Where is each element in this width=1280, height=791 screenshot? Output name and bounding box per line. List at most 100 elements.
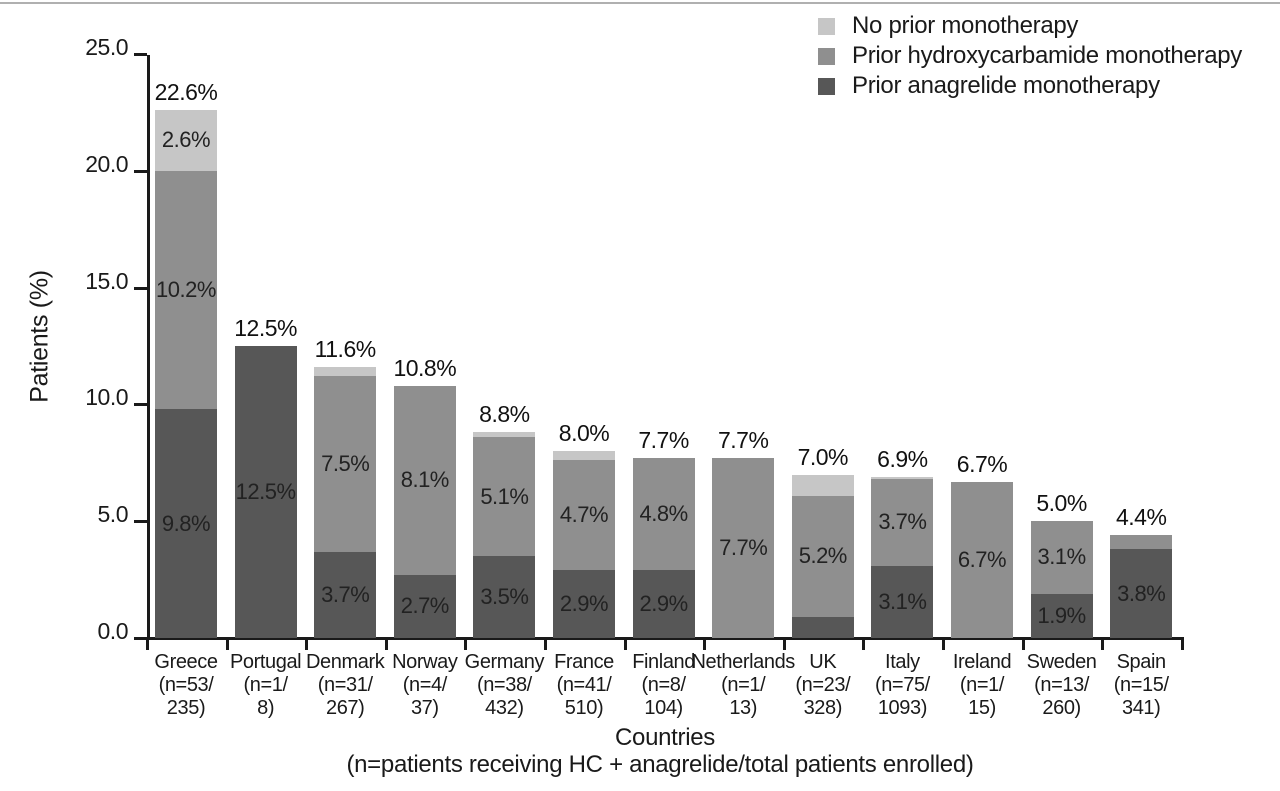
country-tick-line: (n=8/: [641, 674, 687, 696]
segment-label: 2.9%: [559, 591, 609, 617]
bar-segment-anagrelide: 3.7%: [314, 551, 377, 638]
segment-label: 4.7%: [559, 502, 609, 528]
country-tick-line: Netherlands: [691, 651, 795, 673]
x-tick-mark: [782, 640, 786, 650]
y-tick-mark: [134, 520, 147, 524]
y-tick-label: 15.0: [85, 267, 128, 294]
bar-segment-anagrelide: 9.8%: [155, 409, 217, 638]
country-tick-line: 267): [325, 697, 365, 719]
country-tick-line: Germany: [464, 651, 545, 673]
country-tick-line: (n=31/: [317, 674, 373, 696]
country-tick-label-ireland: Ireland (n=1/15): [912, 651, 1052, 720]
bar-segment-hydroxycarbamide: 8.1%: [393, 385, 456, 575]
country-tick-line: (n=13/: [1034, 674, 1090, 696]
legend-item-no-prior: No prior monotherapy: [818, 12, 1242, 39]
y-tick-mark: [134, 286, 147, 290]
bar-ireland: 6.7% 6.7%: [951, 451, 1013, 638]
segment-label: 1.9%: [1037, 602, 1087, 628]
y-axis-line: [147, 55, 150, 640]
bar-segment-anagrelide: [791, 616, 854, 638]
country-tick-line: 510): [564, 697, 604, 719]
bar-segment-anagrelide: 3.1%: [871, 565, 934, 638]
bar-denmark: 7.5% 3.7% 11.6%: [314, 336, 377, 638]
segment-label: 5.2%: [798, 543, 848, 569]
bar-total-label: 7.0%: [797, 443, 849, 470]
bar-segment-hydroxycarbamide: 7.7%: [712, 458, 775, 638]
country-tick-line: (n=41/: [556, 674, 612, 696]
bar-uk: 5.2% 7.0%: [791, 444, 854, 638]
country-tick-line: (n=1/: [959, 674, 1005, 696]
segment-label: 3.1%: [1037, 544, 1087, 570]
legend-label: No prior monotherapy: [852, 12, 1079, 39]
segment-label: 2.7%: [400, 593, 450, 619]
country-tick-label-germany: Germany (n=38/432): [434, 651, 574, 720]
y-tick-label: 0.0: [97, 618, 129, 644]
segment-label: 3.5%: [480, 584, 529, 610]
segment-label: 7.5%: [321, 450, 370, 476]
country-tick-line: (n=38/: [476, 674, 532, 696]
bar-segment-anagrelide: 3.5%: [473, 556, 536, 638]
country-tick-line: 1093): [877, 697, 928, 719]
segment-label: 7.7%: [719, 535, 768, 561]
country-tick-line: Sweden: [1026, 651, 1097, 673]
y-axis-title: Patients (%): [25, 270, 54, 403]
bar-portugal: 12.5% 12.5%: [234, 315, 297, 638]
country-tick-label-spain: Spain (n=15/341): [1071, 651, 1211, 720]
country-tick-line: 235): [166, 697, 206, 719]
segment-label: 8.1%: [400, 467, 450, 493]
y-tick-mark: [134, 403, 147, 407]
bar-total-label: 5.0%: [1036, 490, 1087, 517]
legend-item-anagrelide: Prior anagrelide monotherapy: [818, 72, 1242, 99]
segment-label: 3.7%: [878, 509, 927, 535]
bar-segment-none: [871, 476, 934, 480]
x-tick-mark: [1101, 640, 1105, 650]
x-tick-mark: [146, 640, 149, 650]
country-tick-label-norway: Norway (n=4/37): [355, 651, 495, 720]
bar-segment-anagrelide: 12.5%: [234, 346, 297, 638]
country-tick-line: 15): [968, 697, 996, 719]
bar-segment-hydroxycarbamide: 7.5%: [314, 376, 377, 552]
bar-segment-anagrelide: 2.9%: [632, 570, 695, 638]
bar-greece: 2.6% 10.2% 9.8% 22.6%: [155, 79, 218, 638]
country-tick-line: (n=23/: [795, 674, 851, 696]
country-tick-label-sweden: Sweden (n=13/260): [992, 651, 1132, 720]
bar-segment-none: [314, 367, 377, 377]
x-tick-mark: [544, 640, 547, 650]
legend-swatch-no-prior-icon: [818, 17, 835, 35]
bar-netherlands: 7.7% 7.7%: [712, 427, 775, 638]
bar-segment-anagrelide: 1.9%: [1030, 593, 1093, 638]
x-tick-mark: [703, 640, 707, 650]
country-tick-line: Denmark: [306, 651, 385, 673]
legend-label: Prior hydroxycarbamide monotherapy: [852, 42, 1242, 69]
legend-label: Prior anagrelide monotherapy: [852, 72, 1160, 99]
country-tick-line: 37): [410, 697, 439, 719]
x-axis-line: [146, 637, 1184, 640]
country-tick-line: Greece: [154, 651, 218, 673]
legend-item-hydroxycarbamide: Prior hydroxycarbamide monotherapy: [818, 42, 1242, 69]
country-tick-line: Portugal: [229, 651, 302, 673]
bar-total-label: 7.7%: [638, 427, 689, 454]
bar-norway: 8.1% 2.7% 10.8%: [393, 355, 457, 638]
bar-segment-anagrelide: 2.9%: [553, 570, 615, 638]
bar-total-label: 6.7%: [956, 450, 1008, 477]
country-tick-line: Italy: [885, 651, 920, 673]
x-tick-mark: [1021, 640, 1025, 650]
segment-label: 3.8%: [1117, 580, 1166, 606]
country-tick-line: 341): [1121, 697, 1161, 719]
bar-segment-hydroxycarbamide: 4.8%: [632, 458, 695, 571]
bar-total-label: 22.6%: [154, 79, 218, 106]
segment-label: 3.7%: [321, 581, 370, 607]
x-tick-mark: [862, 640, 866, 650]
country-tick-line: (n=53/: [158, 674, 214, 696]
country-tick-label-finland: Finland (n=8/104): [594, 651, 734, 720]
y-tick-mark: [134, 637, 147, 640]
bar-finland: 4.8% 2.9% 7.7%: [632, 427, 695, 638]
country-tick-label-france: France (n=41/510): [514, 651, 654, 720]
country-tick-line: (n=75/: [874, 674, 930, 696]
x-tick-mark: [623, 640, 627, 650]
country-tick-label-netherlands: Netherlands (n=1/13): [673, 651, 813, 720]
country-tick-line: Spain: [1116, 651, 1167, 673]
segment-label: 10.2%: [156, 276, 216, 302]
segment-label: 6.7%: [957, 546, 1007, 572]
y-tick-mark: [134, 169, 147, 173]
